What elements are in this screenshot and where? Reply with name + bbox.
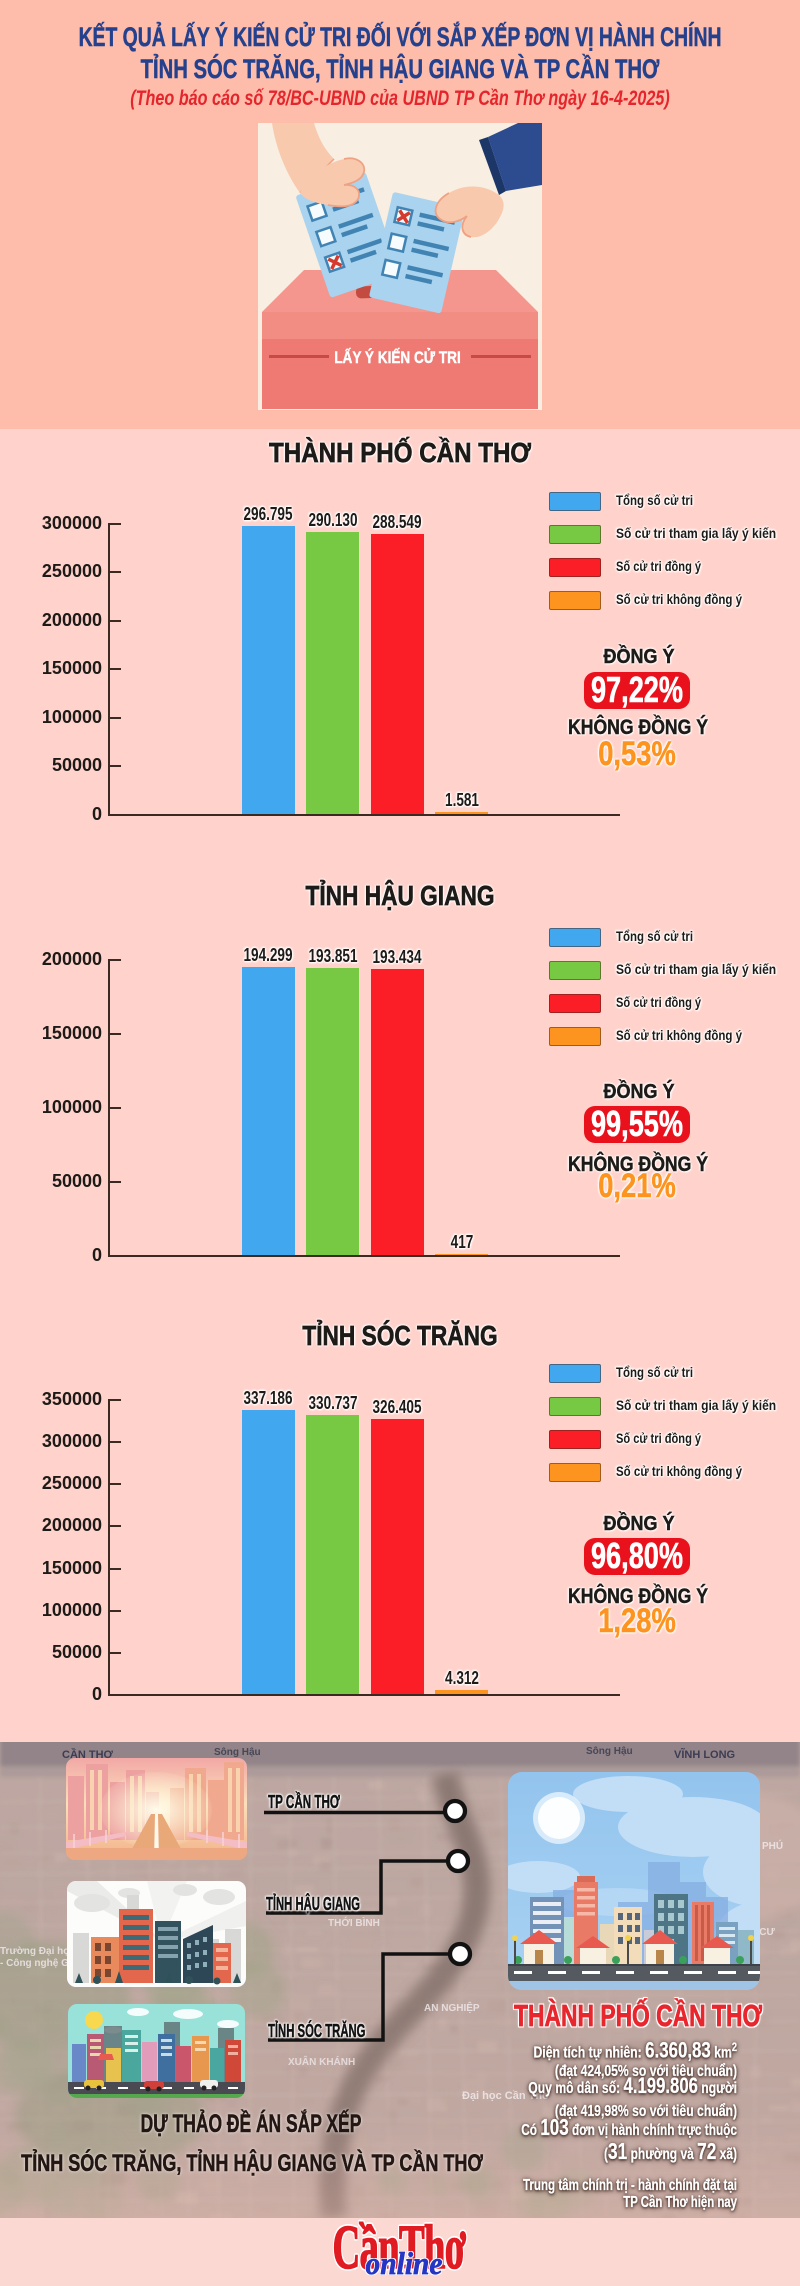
svg-text:AN NGHIỆP: AN NGHIỆP	[424, 2001, 480, 2014]
svg-text:CẦN THƠ: CẦN THƠ	[62, 1748, 114, 1761]
svg-text:VĨNH LONG: VĨNH LONG	[674, 1748, 735, 1761]
svg-text:Sông Hậu: Sông Hậu	[214, 1747, 261, 1758]
svg-text:Sông Hậu: Sông Hậu	[586, 1746, 633, 1757]
svg-text:Trường Đại học: Trường Đại học	[0, 1946, 75, 1957]
svg-text:THỚI BÌNH: THỚI BÌNH	[328, 1916, 380, 1929]
svg-text:Đại học Cần Thơ: Đại học Cần Thơ	[462, 2090, 550, 2102]
svg-text:- Công nghệ G: - Công nghệ G	[0, 1958, 69, 1969]
svg-text:LẤY Ý KIẾN CỬ TRI: LẤY Ý KIẾN CỬ TRI	[334, 348, 460, 368]
svg-text:XUÂN KHÁNH: XUÂN KHÁNH	[288, 2055, 355, 2068]
svg-text:PHÚ: PHÚ	[762, 1839, 783, 1852]
